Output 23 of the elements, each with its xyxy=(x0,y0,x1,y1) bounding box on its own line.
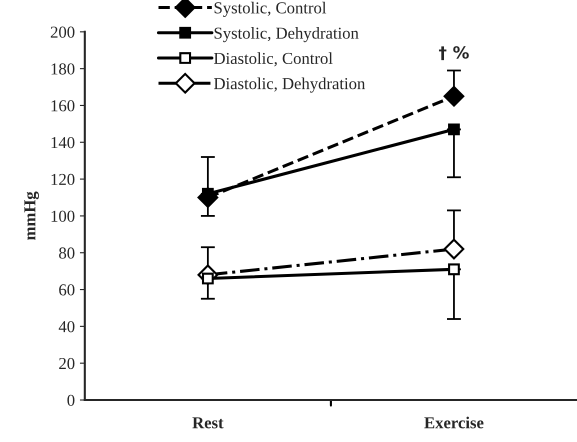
y-tick-label: 20 xyxy=(59,358,74,370)
legend-label: Systolic, Control xyxy=(214,2,326,17)
annotation: † % xyxy=(438,46,469,60)
y-tick-label: 40 xyxy=(58,321,74,332)
x-tick-label: Exercise xyxy=(424,416,484,428)
y-tick-label: 80 xyxy=(59,247,74,259)
legend-label: Systolic, Dehydration xyxy=(214,27,359,42)
point xyxy=(448,263,460,276)
x-tick-label: Rest xyxy=(192,417,224,428)
y-tick-label: 160 xyxy=(52,100,74,112)
y-tick-label: 100 xyxy=(52,210,74,222)
legend-label: Diastolic, Control xyxy=(214,52,333,66)
y-tick-label: 0 xyxy=(67,394,74,406)
point xyxy=(444,238,464,260)
y-tick-label: 120 xyxy=(52,174,74,186)
legend-label: Diastolic, Dehydration xyxy=(214,78,366,93)
y-axis-title: mmHg xyxy=(24,192,39,240)
y-tick-label: 200 xyxy=(50,26,74,38)
y-tick-label: 140 xyxy=(52,136,74,148)
y-tick-label: 180 xyxy=(52,63,74,75)
y-tick-label: 60 xyxy=(59,284,74,296)
point xyxy=(444,86,464,107)
point xyxy=(448,123,460,136)
